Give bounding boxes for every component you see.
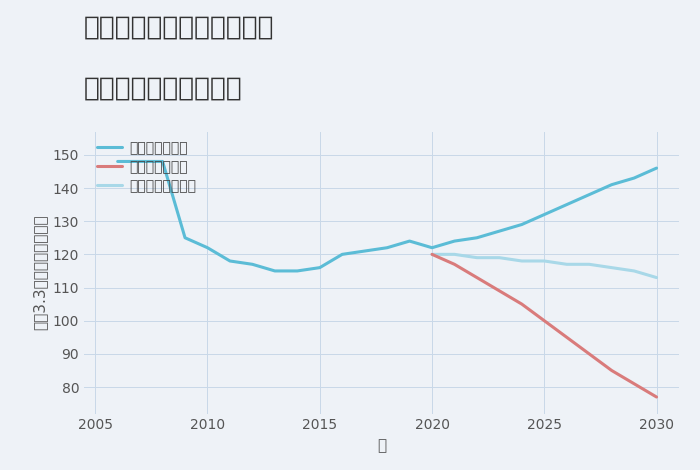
グッドシナリオ xyxy=(405,238,414,244)
グッドシナリオ xyxy=(585,192,594,197)
グッドシナリオ xyxy=(271,268,279,274)
グッドシナリオ xyxy=(136,159,144,164)
グッドシナリオ xyxy=(540,212,549,217)
グッドシナリオ xyxy=(450,238,459,244)
バッドシナリオ xyxy=(428,251,436,257)
グッドシナリオ xyxy=(360,248,369,254)
ノーマルシナリオ xyxy=(450,251,459,257)
バッドシナリオ xyxy=(517,301,526,307)
グッドシナリオ xyxy=(181,235,189,241)
グッドシナリオ xyxy=(293,268,302,274)
グッドシナリオ xyxy=(517,222,526,227)
グッドシナリオ xyxy=(630,175,638,181)
バッドシナリオ xyxy=(652,394,661,400)
Text: 中古戸建ての価格推移: 中古戸建ての価格推移 xyxy=(84,75,243,101)
バッドシナリオ xyxy=(473,275,481,281)
グッドシナリオ xyxy=(113,159,122,164)
ノーマルシナリオ xyxy=(428,251,436,257)
グッドシナリオ xyxy=(316,265,324,270)
バッドシナリオ xyxy=(608,368,616,373)
Legend: グッドシナリオ, バッドシナリオ, ノーマルシナリオ: グッドシナリオ, バッドシナリオ, ノーマルシナリオ xyxy=(97,141,196,193)
グッドシナリオ xyxy=(563,202,571,207)
グッドシナリオ xyxy=(608,182,616,188)
グッドシナリオ xyxy=(225,258,234,264)
グッドシナリオ xyxy=(158,159,167,164)
バッドシナリオ xyxy=(540,318,549,323)
グッドシナリオ xyxy=(428,245,436,251)
Line: ノーマルシナリオ: ノーマルシナリオ xyxy=(432,254,657,278)
ノーマルシナリオ xyxy=(630,268,638,274)
ノーマルシナリオ xyxy=(563,261,571,267)
ノーマルシナリオ xyxy=(540,258,549,264)
Line: バッドシナリオ: バッドシナリオ xyxy=(432,254,657,397)
グッドシナリオ xyxy=(248,261,257,267)
グッドシナリオ xyxy=(473,235,481,241)
バッドシナリオ xyxy=(563,335,571,340)
ノーマルシナリオ xyxy=(608,265,616,270)
グッドシナリオ xyxy=(652,165,661,171)
バッドシナリオ xyxy=(585,351,594,357)
X-axis label: 年: 年 xyxy=(377,438,386,453)
ノーマルシナリオ xyxy=(495,255,503,260)
ノーマルシナリオ xyxy=(473,255,481,260)
ノーマルシナリオ xyxy=(517,258,526,264)
グッドシナリオ xyxy=(495,228,503,234)
バッドシナリオ xyxy=(450,261,459,267)
Line: グッドシナリオ: グッドシナリオ xyxy=(118,162,657,271)
グッドシナリオ xyxy=(383,245,391,251)
ノーマルシナリオ xyxy=(652,275,661,281)
バッドシナリオ xyxy=(630,381,638,386)
Y-axis label: 坪（3.3㎡）単価（万円）: 坪（3.3㎡）単価（万円） xyxy=(32,215,47,330)
グッドシナリオ xyxy=(338,251,346,257)
グッドシナリオ xyxy=(203,245,211,251)
Text: 大阪府池田市ダイハツ町の: 大阪府池田市ダイハツ町の xyxy=(84,14,274,40)
ノーマルシナリオ xyxy=(585,261,594,267)
バッドシナリオ xyxy=(495,288,503,294)
